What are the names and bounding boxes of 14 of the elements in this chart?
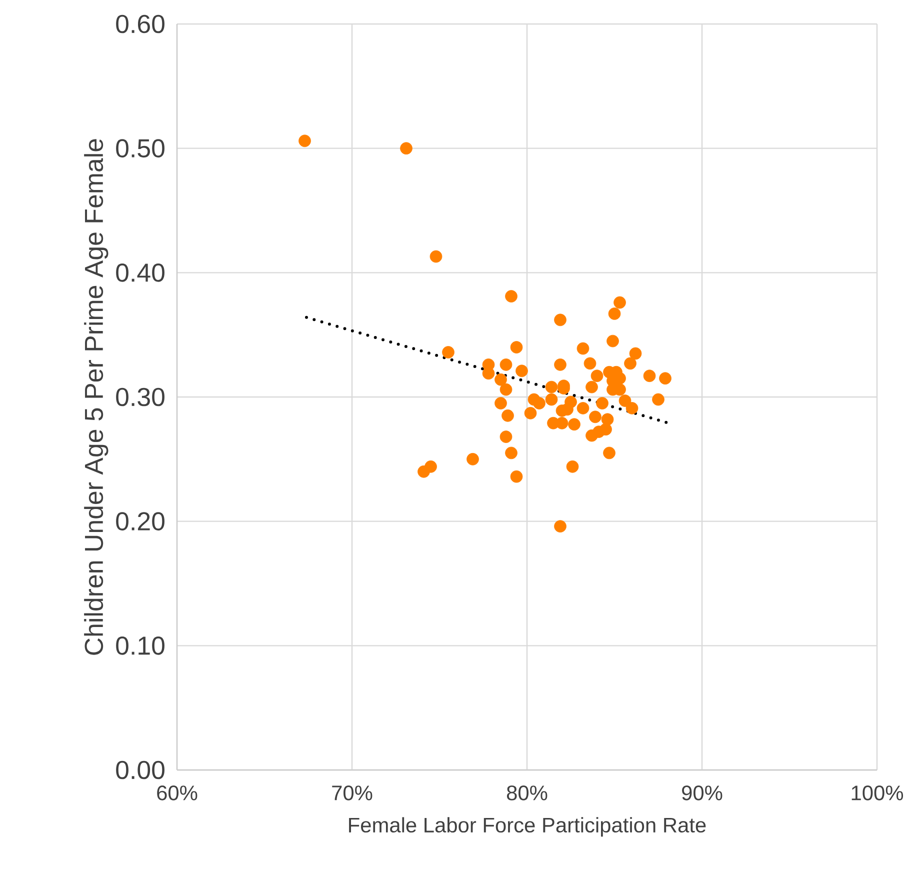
y-tick-label: 0.20 [116, 512, 164, 530]
y-tick-label: 0.50 [116, 139, 164, 158]
y-tick-label: 0.60 [116, 14, 164, 34]
y-tick-label: 0.10 [116, 636, 164, 655]
y-tick-label: 0.00 [116, 760, 164, 780]
y-tick-label: 0.30 [116, 388, 164, 406]
x-tick-label: 80% [506, 786, 548, 800]
x-axis-title: Female Labor Force Participation Rate [349, 817, 706, 837]
y-tick-label: 0.40 [116, 263, 164, 282]
x-tick-label: 90% [682, 786, 722, 800]
y-axis-title: Children Under Age 5 Per Prime Age Female [84, 139, 108, 655]
x-tick-label: 60% [157, 786, 198, 800]
x-tick-label: 70% [332, 786, 372, 800]
x-tick-label: 100% [852, 786, 904, 800]
